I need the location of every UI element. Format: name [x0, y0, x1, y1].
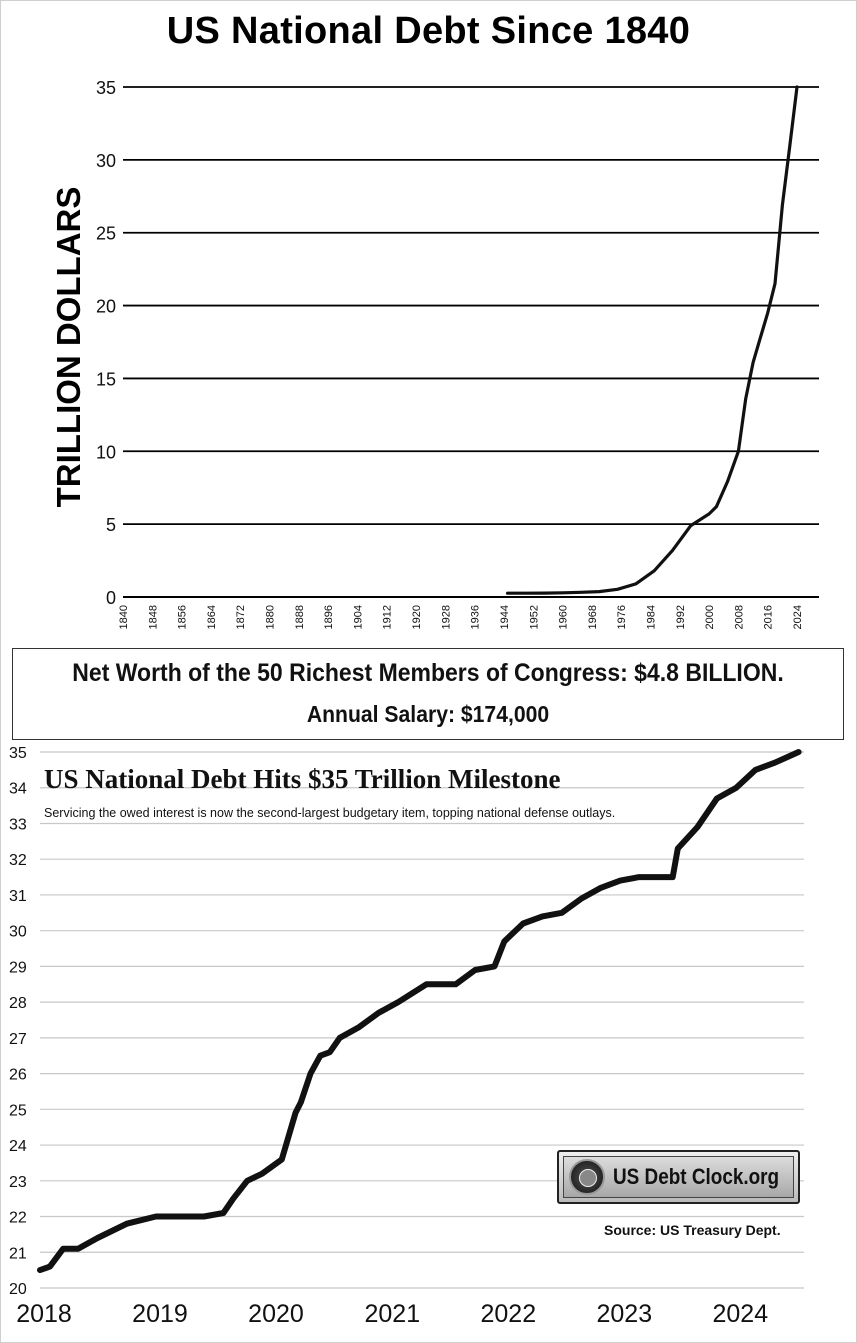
top-y-tick-label: 35	[96, 78, 116, 98]
top-x-tick-label: 1968	[587, 605, 599, 629]
top-x-tick-label: 2016	[763, 605, 775, 629]
bottom-chart-y-ticks: 20 21 22 23 24 25 26 27 28 29 30 31 32 33 34 35	[9, 745, 27, 1298]
top-x-tick-label: 1976	[616, 605, 628, 629]
top-chart-y-ticks: 0 5 10 15 20 25 30 35	[96, 78, 116, 608]
top-y-tick-label: 25	[96, 224, 116, 244]
bottom-y-tick-label: 31	[9, 888, 27, 905]
top-y-tick-label: 20	[96, 297, 116, 317]
bottom-debt-line	[37, 749, 802, 1274]
top-y-tick-label: 0	[106, 588, 116, 608]
top-y-tick-label: 30	[96, 151, 116, 171]
top-chart-series	[506, 85, 799, 595]
logo-text: US Debt Clock.org	[613, 1164, 780, 1189]
top-x-tick-label: 1912	[382, 605, 394, 629]
top-x-tick-label: 1952	[528, 605, 540, 629]
top-x-tick-label: 1920	[411, 605, 423, 629]
bottom-x-tick-label: 2023	[596, 1300, 652, 1328]
top-y-tick-label: 5	[106, 515, 116, 535]
top-chart-gridlines	[123, 86, 819, 598]
bottom-y-tick-label: 27	[9, 1031, 27, 1048]
banner-net-worth-text: Net Worth of the 50 Richest Members of C…	[72, 659, 784, 687]
bottom-x-tick-label: 2024	[712, 1300, 768, 1328]
top-x-tick-label: 1984	[645, 605, 657, 629]
bottom-chart-subtitle: Servicing the owed interest is now the s…	[44, 806, 616, 820]
top-x-tick-label: 1904	[352, 605, 364, 629]
bottom-y-tick-label: 24	[9, 1138, 27, 1155]
bottom-x-tick-label: 2020	[248, 1300, 304, 1328]
bottom-y-tick-label: 30	[9, 924, 27, 941]
top-x-tick-label: 2000	[704, 605, 716, 629]
bottom-y-tick-label: 26	[9, 1067, 27, 1084]
bottom-y-tick-label: 29	[9, 959, 27, 976]
bottom-x-tick-label: 2018	[16, 1300, 72, 1328]
banner-salary-text: Annual Salary: $174,000	[306, 701, 550, 727]
top-x-tick-label: 1880	[265, 605, 277, 629]
top-chart-title: US National Debt Since 1840	[166, 10, 691, 52]
us-debt-clock-logo: US Debt Clock.org	[557, 1150, 800, 1204]
top-x-tick-label: 1840	[118, 605, 130, 629]
bottom-chart-x-ticks: 2018 2019 2020 2021 2022 2023 2024	[16, 1300, 768, 1328]
bottom-y-tick-label: 23	[9, 1174, 27, 1191]
top-x-tick-label: 1992	[675, 605, 687, 629]
bottom-x-tick-label: 2019	[132, 1300, 188, 1328]
bottom-y-tick-label: 22	[9, 1210, 27, 1227]
top-x-tick-label: 1856	[177, 605, 189, 629]
top-chart-x-ticks: 1840 1848 1856 1864 1872 1880 1888 1896 1904 1912…	[118, 605, 804, 629]
top-x-tick-label: 2008	[733, 605, 745, 629]
top-x-tick-label: 1896	[323, 605, 335, 629]
bottom-y-tick-label: 32	[9, 852, 27, 869]
top-x-tick-label: 1960	[558, 605, 570, 629]
bottom-chart-series	[37, 749, 802, 1274]
bottom-y-tick-label: 34	[9, 781, 27, 798]
top-x-tick-label: 1888	[294, 605, 306, 629]
bottom-y-tick-label: 20	[9, 1281, 27, 1298]
top-x-tick-label: 1936	[470, 605, 482, 629]
bottom-y-tick-label: 25	[9, 1102, 27, 1119]
top-x-tick-label: 1848	[147, 605, 159, 629]
bottom-x-tick-label: 2022	[480, 1300, 536, 1328]
top-debt-line	[506, 85, 799, 595]
bottom-y-tick-label: 28	[9, 995, 27, 1012]
top-x-tick-label: 1928	[440, 605, 452, 629]
bottom-y-tick-label: 35	[9, 745, 27, 762]
top-chart-y-axis-label: TRILLION DOLLARS	[50, 187, 87, 508]
congress-banner: Net Worth of the 50 Richest Members of C…	[12, 648, 844, 740]
bottom-y-tick-label: 21	[9, 1245, 27, 1262]
top-y-tick-label: 10	[96, 442, 116, 462]
seal-center-icon	[579, 1169, 597, 1187]
top-x-tick-label: 1872	[235, 605, 247, 629]
top-x-tick-label: 1944	[499, 605, 511, 629]
bottom-chart-title: US National Debt Hits $35 Trillion Miles…	[44, 764, 561, 794]
source-note: Source: US Treasury Dept.	[604, 1222, 781, 1238]
seal-icon	[569, 1159, 605, 1195]
top-x-tick-label: 1864	[206, 605, 218, 629]
top-y-tick-label: 15	[96, 369, 116, 389]
bottom-chart-gridlines	[40, 751, 804, 1289]
top-x-tick-label: 2024	[792, 605, 804, 629]
bottom-y-tick-label: 33	[9, 816, 27, 833]
bottom-x-tick-label: 2021	[365, 1300, 421, 1328]
